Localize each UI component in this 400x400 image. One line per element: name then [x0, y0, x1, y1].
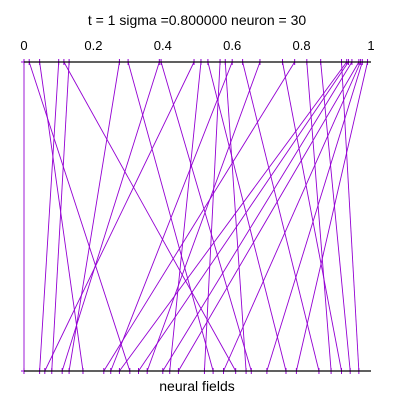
neuron-link-line [63, 61, 237, 372]
neuron-link-line [306, 61, 332, 372]
neuron-link-line [61, 61, 160, 372]
neuron-link-line [178, 61, 360, 372]
x-tick-label: 0.2 [84, 38, 102, 53]
neuron-link-line [223, 61, 362, 372]
neuron-link-line [266, 61, 363, 372]
neuron-link-line [127, 61, 214, 372]
x-tick-label: 0.8 [293, 38, 311, 53]
x-tick-label: 1 [367, 38, 374, 53]
neuron-link-line [39, 61, 84, 372]
neuron-links [23, 61, 368, 372]
neuron-link-line [68, 61, 120, 372]
neuron-link-line [162, 61, 353, 372]
neuron-link-line [295, 61, 368, 372]
neuron-link-line [28, 61, 131, 372]
neuron-link-line [169, 61, 202, 372]
neuron-link-line [203, 61, 221, 372]
neuron-link-line [138, 61, 349, 372]
x-tick-label: 0.6 [223, 38, 241, 53]
neuron-link-line [242, 61, 320, 372]
neuron-link-line [146, 61, 261, 372]
chart-title: t = 1 sigma =0.800000 neuron = 30 [88, 12, 307, 28]
neuron-link-line [207, 61, 287, 372]
x-tick-labels: 0 0.2 0.4 0.6 0.8 1 [20, 38, 374, 53]
neuron-link-line [39, 61, 60, 372]
neuron-link-line [160, 61, 252, 372]
neuron-link-line [44, 61, 195, 372]
neuron-link-line [110, 61, 233, 372]
neuron-link-line [282, 61, 342, 372]
neuron-link-line [103, 61, 296, 372]
neuron-link-line [341, 61, 360, 372]
x-tick-label: 0 [20, 38, 27, 53]
neuron-link-line [51, 61, 70, 372]
x-axis-label: neural fields [159, 378, 235, 394]
neuron-link-line [224, 61, 247, 372]
x-tick-label: 0.4 [154, 38, 172, 53]
neuron-link-line [320, 61, 351, 372]
neuron-link-line [119, 61, 348, 372]
